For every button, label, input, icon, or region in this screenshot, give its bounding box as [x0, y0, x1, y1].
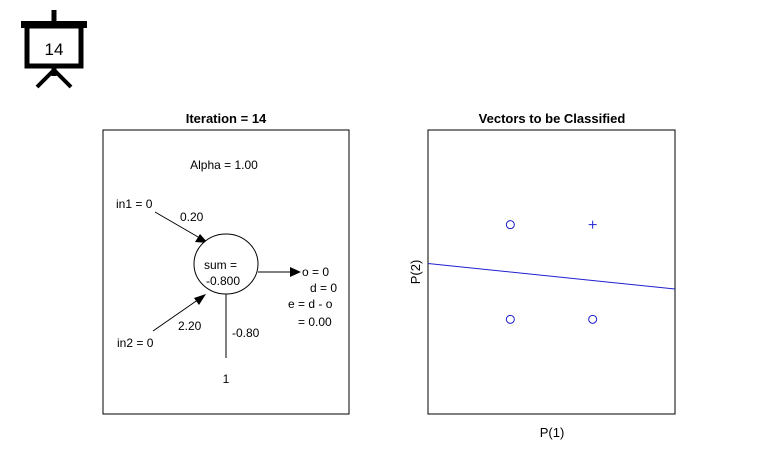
output-e-value: = 0.00 — [298, 315, 332, 329]
input1-label: in1 = 0 — [116, 197, 153, 211]
alpha-label: Alpha = 1.00 — [190, 158, 258, 172]
output-o-label: o = 0 — [302, 265, 329, 279]
weight2-label: 2.20 — [178, 319, 202, 333]
network-panel-frame — [102, 129, 350, 415]
input2-connection — [152, 296, 203, 332]
x-axis-label: P(1) — [540, 425, 565, 440]
slide-number: 14 — [45, 40, 64, 59]
sum-value: -0.800 — [206, 274, 240, 288]
input2-arrowhead — [194, 294, 206, 305]
input2-label: in2 = 0 — [117, 336, 154, 350]
classification-chart: Vectors to be Classified P(1) P(2) — [408, 111, 676, 440]
weight1-label: 0.20 — [180, 210, 204, 224]
presentation-board-icon — [21, 10, 87, 89]
input1-connection — [154, 211, 206, 242]
plot-area-frame — [427, 129, 676, 415]
y-axis-label: P(2) — [408, 260, 423, 285]
network-panel-title: Iteration = 14 — [186, 111, 267, 126]
bias-weight-label: -0.80 — [232, 326, 260, 340]
bias-input-label: 1 — [223, 372, 230, 386]
slide-number-badge: 14 — [21, 10, 87, 89]
output-arrowhead — [290, 267, 301, 277]
data-point-circle-2 — [505, 314, 515, 324]
input1-arrowhead — [195, 234, 208, 243]
chart-title: Vectors to be Classified — [479, 111, 626, 126]
output-e-formula: e = d - o — [288, 297, 333, 311]
data-point-plus-1 — [588, 220, 597, 229]
data-point-circle-3 — [588, 314, 598, 324]
sum-label: sum = — [204, 258, 237, 272]
decision-boundary-line — [427, 262, 676, 290]
output-d-label: d = 0 — [310, 281, 337, 295]
data-point-circle-1 — [505, 220, 515, 230]
chart-marks — [427, 220, 676, 324]
network-panel: Iteration = 14 Alpha = 1.00 in1 = 0 0.20… — [102, 111, 350, 415]
